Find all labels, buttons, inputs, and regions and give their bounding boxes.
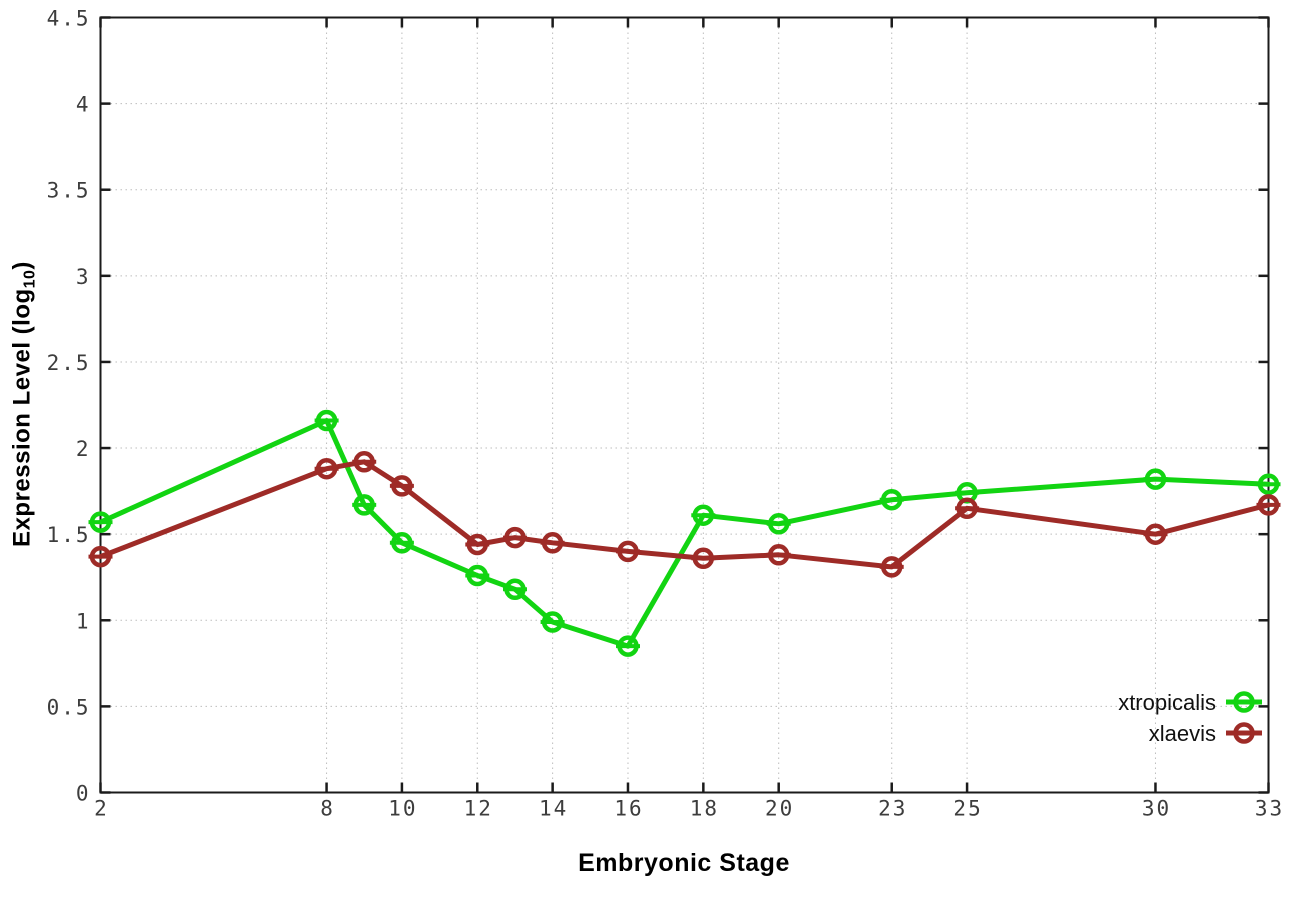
- series-xtropicalis: [88, 409, 1281, 657]
- series-xlaevis-marker: [391, 475, 413, 497]
- series-xlaevis-marker: [1257, 494, 1280, 516]
- y-tick-label: 4.5: [47, 7, 91, 31]
- series-xtropicalis-marker: [1144, 468, 1167, 490]
- x-tick-label: 10: [388, 797, 417, 821]
- y-axis-title: Expression Level (log10): [9, 261, 40, 547]
- x-tick-label: 12: [464, 797, 493, 821]
- series-xtropicalis-marker: [880, 488, 903, 511]
- x-tick-label: 18: [690, 797, 719, 821]
- series-xlaevis-marker: [692, 547, 715, 570]
- series-xtropicalis-marker: [1257, 473, 1280, 495]
- legend-label-xtropicalis: xtropicalis: [1118, 690, 1216, 715]
- series-xlaevis-marker: [767, 544, 790, 566]
- x-tick-label: 16: [614, 797, 643, 821]
- series-xlaevis: [88, 451, 1281, 578]
- y-axis-title-base: Expression Level (log: [8, 288, 36, 547]
- series-xlaevis-marker: [504, 526, 526, 549]
- series-xtropicalis-marker: [541, 611, 564, 633]
- y-axis-title-subscript: 10: [21, 269, 39, 289]
- series-xtropicalis-marker: [767, 513, 790, 535]
- y-tick-label: 1.5: [47, 523, 91, 547]
- legend: xtropicalis xlaevis: [1118, 690, 1262, 746]
- legend-marker-xtropicalis: [1233, 691, 1255, 713]
- x-tick-label: 33: [1255, 797, 1284, 821]
- x-tick-label: 8: [320, 797, 335, 821]
- y-tick-label: 4: [76, 93, 91, 117]
- series-xlaevis-marker: [1144, 523, 1167, 545]
- series-xlaevis-marker: [466, 533, 489, 556]
- y-tick-label: 3: [76, 265, 91, 289]
- legend-marker-xlaevis: [1233, 722, 1255, 744]
- x-tick-label: 14: [539, 797, 568, 821]
- series-xlaevis-marker: [89, 545, 112, 568]
- x-tick-label: 2: [94, 797, 109, 821]
- y-tick-label: 0: [76, 782, 91, 806]
- series-xtropicalis-marker: [315, 409, 338, 432]
- legend-item-xtropicalis: xtropicalis: [1118, 690, 1262, 715]
- series-xtropicalis-marker: [617, 635, 639, 657]
- series-xtropicalis-marker: [391, 532, 413, 554]
- y-tick-label: 0.5: [47, 695, 91, 719]
- x-tick-label: 20: [765, 797, 794, 821]
- x-tick-label: 30: [1142, 797, 1171, 821]
- series-xtropicalis-marker: [466, 564, 489, 587]
- x-tick-label: 23: [878, 797, 907, 821]
- series-xlaevis-marker: [315, 457, 338, 480]
- legend-label-xlaevis: xlaevis: [1149, 721, 1216, 746]
- series-xlaevis-marker: [880, 556, 903, 578]
- series-xlaevis-marker: [956, 497, 978, 520]
- legend-item-xlaevis: xlaevis: [1149, 721, 1262, 746]
- plot-border: [99, 16, 1270, 794]
- x-axis-title: Embryonic Stage: [578, 849, 790, 877]
- y-tick-labels: 0 0.5 1 1.5 2 2.5 3 3.5 4 4.5: [47, 7, 91, 806]
- y-tick-label: 2.5: [47, 351, 91, 375]
- y-tick-label: 1: [76, 609, 91, 633]
- series-xlaevis-marker: [353, 451, 375, 473]
- series-xtropicalis-marker: [692, 504, 715, 526]
- series-xtropicalis-marker: [353, 494, 375, 516]
- series-xtropicalis-marker: [89, 511, 112, 533]
- series-xtropicalis-marker: [504, 578, 526, 601]
- y-tick-label: 3.5: [47, 179, 91, 203]
- x-tick-labels: 2 8 10 12 14 16 18 20 23 25 30 33: [94, 797, 1284, 821]
- y-tick-label: 2: [76, 437, 91, 461]
- series-xlaevis-marker: [617, 540, 639, 563]
- series-xlaevis-marker: [541, 532, 564, 554]
- y-axis-title-close: ): [8, 261, 36, 270]
- axis-ticks: [99, 16, 1270, 794]
- x-tick-label: 25: [953, 797, 982, 821]
